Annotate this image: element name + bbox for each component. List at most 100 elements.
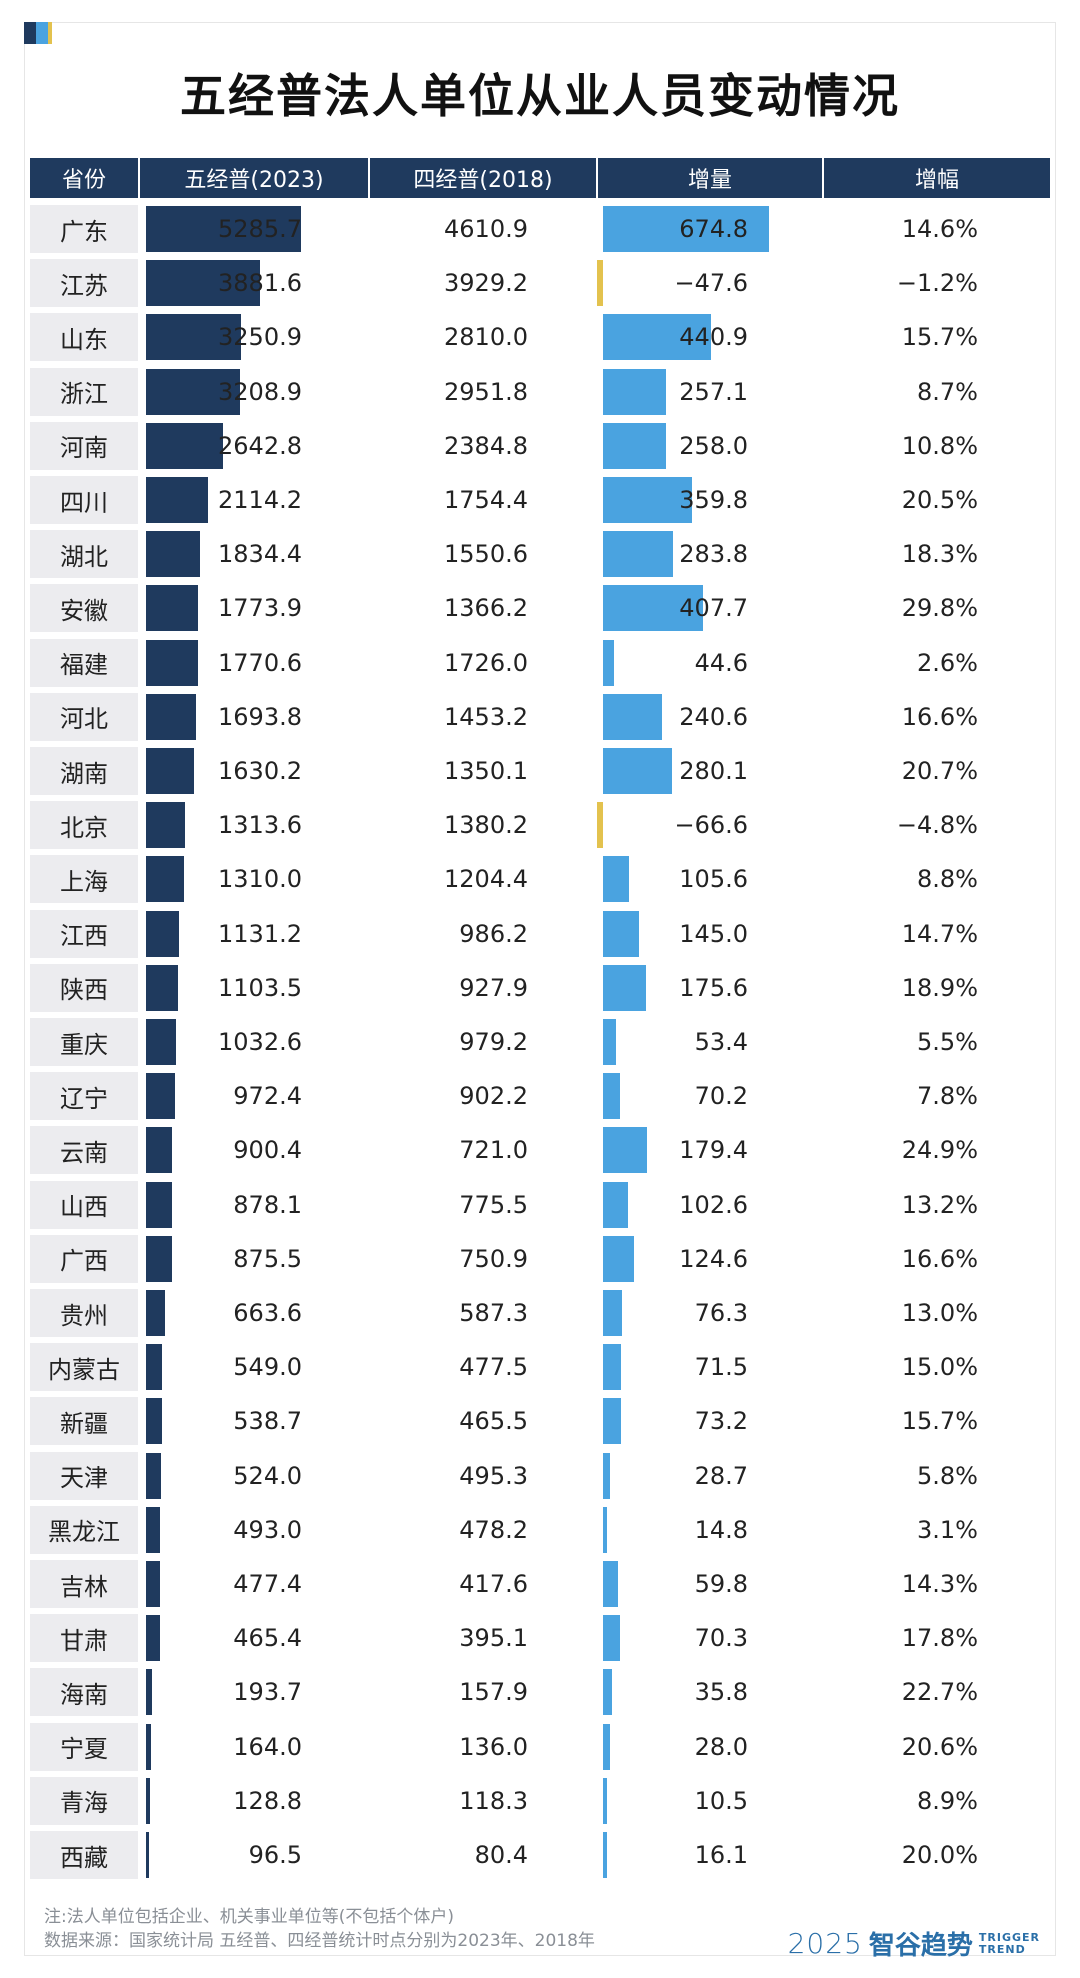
province-label: 内蒙古: [30, 1343, 138, 1392]
value-2023: 549.0: [233, 1353, 302, 1382]
value-rate: 3.1%: [917, 1515, 978, 1544]
header-2018: 四经普(2018): [370, 158, 596, 198]
bar-2023: [146, 422, 224, 469]
value-2018: 2951.8: [444, 377, 528, 406]
value-2023: 465.4: [233, 1624, 302, 1653]
value-2023: 878.1: [233, 1190, 302, 1219]
province-label: 重庆: [30, 1018, 138, 1066]
value-increase: 257.1: [679, 377, 748, 406]
value-increase: 59.8: [694, 1570, 748, 1598]
value-2018: 1366.2: [444, 594, 528, 623]
value-rate: 7.8%: [917, 1082, 978, 1111]
value-2018: 3929.2: [444, 269, 528, 298]
province-label: 西藏: [30, 1831, 138, 1879]
value-2018: 495.3: [459, 1461, 528, 1490]
value-increase: 105.6: [679, 865, 748, 894]
value-2018: 750.9: [459, 1244, 528, 1273]
bar-increase: [603, 1344, 621, 1391]
bar-increase: [603, 477, 692, 523]
value-2023: 96.5: [248, 1841, 302, 1869]
value-rate: 20.6%: [901, 1732, 978, 1761]
bar-increase: [603, 585, 704, 632]
value-increase: 14.8: [694, 1515, 748, 1544]
header-province: 省份: [30, 158, 138, 198]
province-label: 新疆: [30, 1397, 138, 1446]
card-frame: [24, 22, 1056, 1956]
value-increase: 35.8: [694, 1678, 748, 1707]
value-rate: −1.2%: [896, 269, 978, 298]
province-label: 黑龙江: [30, 1505, 138, 1554]
logo-year: 2025: [787, 1927, 863, 1960]
value-2023: 164.0: [233, 1732, 302, 1761]
value-rate: 5.5%: [917, 1028, 978, 1056]
value-2018: 80.4: [474, 1841, 528, 1869]
province-label: 河南: [30, 421, 138, 470]
bar-increase: [603, 1452, 611, 1499]
bar-increase: [603, 1615, 621, 1662]
value-increase: 283.8: [679, 540, 748, 569]
value-increase: 124.6: [679, 1244, 748, 1273]
table-row: 重庆 1032.6 979.2 53.4 5.5%: [30, 1015, 1050, 1069]
table-row: 北京 1313.6 1380.2 −66.6 −4.8%: [30, 798, 1050, 852]
table-row: 湖南 1630.2 1350.1 280.1 20.7%: [30, 744, 1050, 798]
value-rate: 16.6%: [901, 702, 978, 731]
value-rate: 16.6%: [901, 1244, 978, 1273]
bar-increase: [603, 1290, 622, 1336]
value-rate: 8.8%: [917, 865, 978, 894]
table-row: 辽宁 972.4 902.2 70.2 7.8%: [30, 1069, 1050, 1123]
bar-2023: [146, 1506, 161, 1553]
value-rate: 13.0%: [901, 1299, 978, 1327]
value-2018: 902.2: [459, 1082, 528, 1111]
value-2023: 1131.2: [218, 919, 302, 948]
value-2018: 986.2: [459, 919, 528, 948]
bar-2023: [146, 1669, 152, 1716]
value-increase: 407.7: [679, 594, 748, 623]
logo-english-line1: TRIGGER: [978, 1930, 1040, 1944]
value-increase: 258.0: [679, 431, 748, 460]
bar-increase: [603, 1832, 607, 1878]
footnote: 注:法人单位包括企业、机关事业单位等(不包括个体户): [44, 1907, 454, 1927]
bar-2023: [146, 314, 242, 361]
table-row: 宁夏 164.0 136.0 28.0 20.6%: [30, 1720, 1050, 1774]
brand-logo: 2025 智谷趋势 TRIGGER TREND: [788, 1925, 1040, 1962]
bar-2023: [146, 1019, 177, 1065]
value-rate: −4.8%: [896, 811, 978, 840]
header-rate: 增幅: [824, 158, 1050, 198]
province-label: 吉林: [30, 1560, 138, 1608]
bar-increase: [603, 1777, 607, 1824]
value-increase: 28.0: [694, 1732, 748, 1761]
province-label: 山东: [30, 313, 138, 362]
value-2018: 136.0: [459, 1732, 528, 1761]
table-row: 海南 193.7 157.9 35.8 22.7%: [30, 1665, 1050, 1719]
bar-2023: [146, 1344, 163, 1391]
value-2023: 1313.6: [218, 811, 302, 840]
value-rate: 15.7%: [901, 1407, 978, 1436]
value-2023: 1773.9: [218, 594, 302, 623]
province-label: 辽宁: [30, 1072, 138, 1121]
value-2018: 477.5: [459, 1353, 528, 1382]
bar-2023: [146, 639, 198, 686]
value-increase: 179.4: [679, 1136, 748, 1165]
value-2023: 1770.6: [218, 648, 302, 677]
value-increase: 53.4: [694, 1028, 748, 1056]
value-rate: 13.2%: [901, 1190, 978, 1219]
bar-increase: [603, 422, 667, 469]
value-2018: 465.5: [459, 1407, 528, 1436]
logo-english: TRIGGER TREND: [978, 1930, 1040, 1956]
value-2023: 1310.0: [218, 865, 302, 894]
bar-2023: [146, 1832, 149, 1878]
value-2023: 875.5: [233, 1244, 302, 1273]
bar-increase-negative: [597, 802, 603, 849]
value-rate: 8.7%: [917, 377, 978, 406]
value-2023: 2114.2: [218, 486, 302, 514]
bar-2023: [146, 856, 185, 903]
table-row: 河南 2642.8 2384.8 258.0 10.8%: [30, 419, 1050, 473]
bar-increase: [603, 1235, 634, 1282]
bar-increase: [603, 206, 769, 252]
table-row: 内蒙古 549.0 477.5 71.5 15.0%: [30, 1340, 1050, 1394]
value-increase: 102.6: [679, 1190, 748, 1219]
bar-2023: [146, 477, 208, 523]
value-2023: 663.6: [233, 1299, 302, 1327]
value-rate: 20.0%: [901, 1841, 978, 1869]
bar-2023: [146, 1127, 173, 1174]
